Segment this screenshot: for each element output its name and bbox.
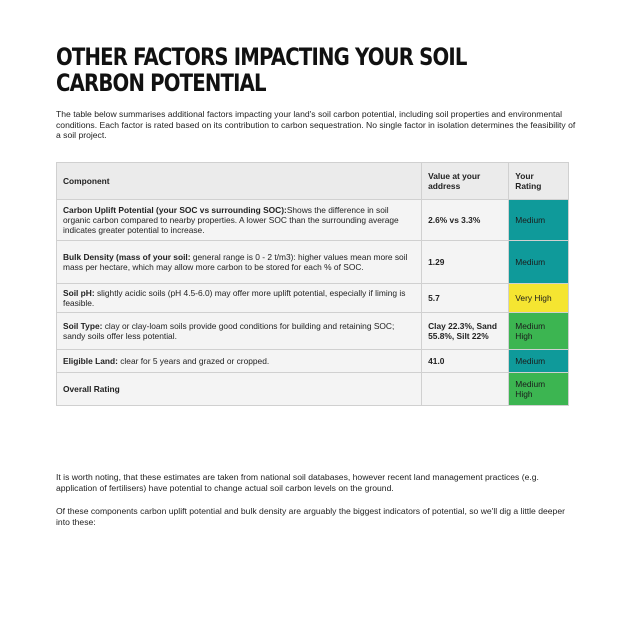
table-row: Soil pH: slightly acidic soils (pH 4.5-6… xyxy=(55,283,569,313)
value-cell: 5.7 xyxy=(421,283,510,313)
component-cell: Bulk Density (mass of your soil: general… xyxy=(55,240,423,284)
component-desc: general range is 0 - 2 t/m3): higher val… xyxy=(63,252,408,272)
header-value: Value at your address xyxy=(421,162,510,200)
component-desc: clear for 5 years and grazed or cropped. xyxy=(117,356,270,366)
component-cell: Soil Type: clay or clay-loam soils provi… xyxy=(55,312,423,350)
value-cell: 41.0 xyxy=(421,349,510,373)
component-label: Bulk Density (mass of your soil: xyxy=(63,252,191,262)
rating-cell: Medium High xyxy=(508,312,569,350)
table-row: Soil Type: clay or clay-loam soils provi… xyxy=(55,312,569,350)
rating-cell: Medium xyxy=(508,349,569,373)
component-label: Eligible Land: xyxy=(63,356,118,366)
component-cell: Eligible Land: clear for 5 years and gra… xyxy=(55,349,423,373)
component-desc: slightly acidic soils (pH 4.5-6.0) may o… xyxy=(63,288,406,308)
component-desc: clay or clay-loam soils provide good con… xyxy=(63,321,395,341)
note-paragraph: Of these components carbon uplift potent… xyxy=(56,506,565,527)
page-title: OTHER FACTORS IMPACTING YOUR SOIL CARBON… xyxy=(56,43,467,97)
component-cell: Soil pH: slightly acidic soils (pH 4.5-6… xyxy=(55,283,423,313)
header-rating: Your Rating xyxy=(508,162,569,200)
component-label: Soil pH: xyxy=(63,288,95,298)
header-component: Component xyxy=(55,162,423,200)
value-cell: Clay 22.3%, Sand 55.8%, Silt 22% xyxy=(421,312,510,350)
component-label: Overall Rating xyxy=(63,384,120,394)
component-label: Carbon Uplift Potential (your SOC vs sur… xyxy=(63,205,287,215)
note-paragraph: It is worth noting, that these estimates… xyxy=(56,472,539,493)
rating-cell: Medium xyxy=(508,199,569,241)
table-row: Bulk Density (mass of your soil: general… xyxy=(55,240,569,284)
table-row: Eligible Land: clear for 5 years and gra… xyxy=(55,349,569,373)
component-cell: Overall Rating xyxy=(55,372,423,406)
value-cell xyxy=(421,372,510,406)
overall-rating-row: Overall Rating Medium High xyxy=(55,372,569,406)
rating-cell: Medium High xyxy=(508,372,569,406)
factors-table: Component Value at your address Your Rat… xyxy=(55,162,569,406)
rating-cell: Medium xyxy=(508,240,569,284)
table-header-row: Component Value at your address Your Rat… xyxy=(55,162,569,200)
rating-cell: Very High xyxy=(508,283,569,313)
component-cell: Carbon Uplift Potential (your SOC vs sur… xyxy=(55,199,423,241)
component-label: Soil Type: xyxy=(63,321,103,331)
intro-paragraph: The table below summarises additional fa… xyxy=(56,109,576,140)
table-row: Carbon Uplift Potential (your SOC vs sur… xyxy=(55,199,569,241)
value-cell: 1.29 xyxy=(421,240,510,284)
component-desc: Shows the difference in soil organic car… xyxy=(63,205,399,235)
value-cell: 2.6% vs 3.3% xyxy=(421,199,510,241)
